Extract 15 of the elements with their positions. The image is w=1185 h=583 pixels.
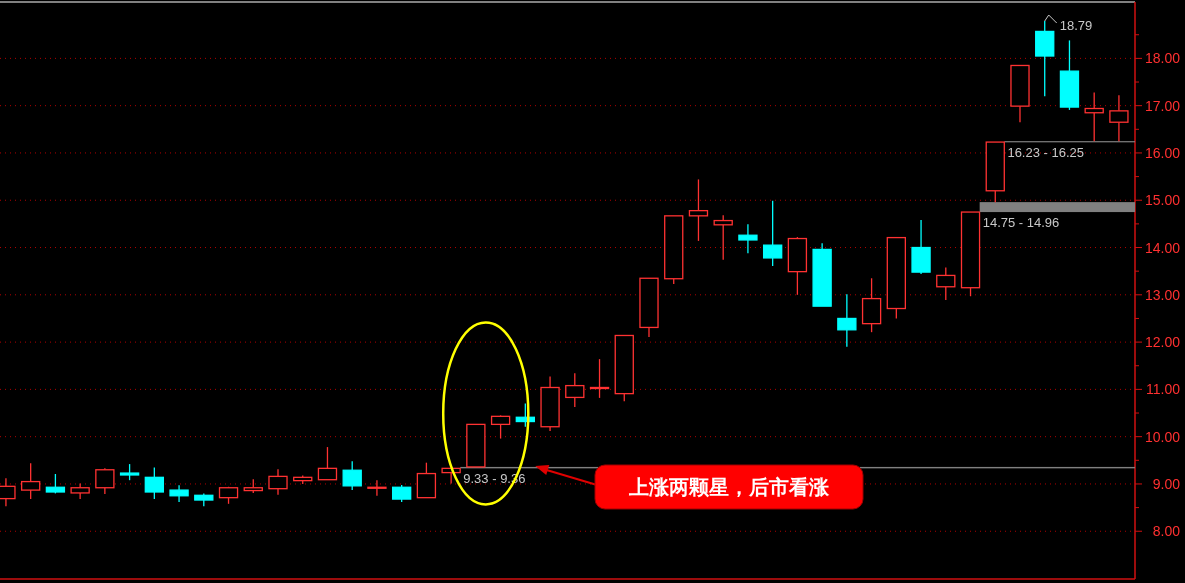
annotation: 上涨两颗星，后市看涨 [628, 475, 830, 499]
annotation: 18.79 [1059, 18, 1093, 34]
y-tick-label: 17.00 [1144, 97, 1181, 114]
y-tick-label: 18.00 [1144, 50, 1181, 67]
band-label: 14.75 - 14.96 [982, 215, 1060, 231]
y-tick-label: 15.00 [1144, 192, 1181, 209]
y-tick-label: 16.00 [1144, 144, 1181, 161]
y-tick-label: 13.00 [1144, 286, 1181, 303]
y-tick-label: 14.00 [1144, 239, 1181, 256]
y-tick-label: 8.00 [1152, 523, 1181, 540]
y-tick-label: 10.00 [1144, 428, 1181, 445]
band-label: 16.23 - 16.25 [1007, 145, 1085, 161]
y-tick-label: 11.00 [1146, 381, 1181, 398]
y-tick-label: 12.00 [1144, 334, 1181, 351]
y-tick-label: 9.00 [1152, 475, 1181, 492]
